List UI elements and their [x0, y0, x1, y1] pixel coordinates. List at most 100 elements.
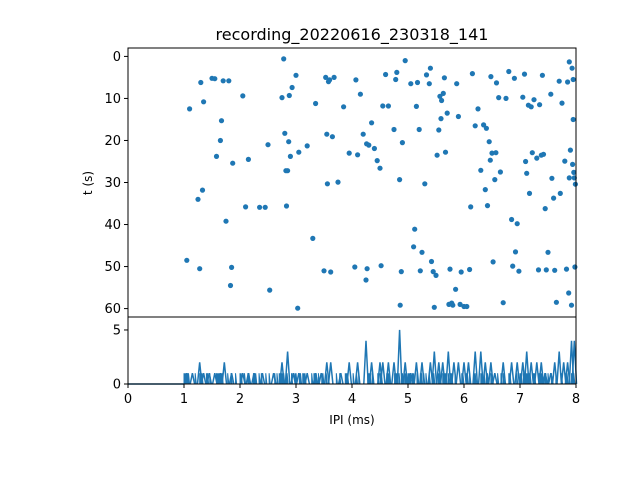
scatter-point	[455, 113, 461, 120]
scatter-point	[482, 187, 488, 193]
scatter-point	[469, 71, 475, 77]
scatter-point	[447, 266, 453, 272]
scatter-point	[488, 74, 494, 80]
scatter-point	[377, 165, 383, 171]
scatter-point	[570, 116, 576, 123]
scatter-point	[439, 97, 445, 104]
scatter-point	[433, 272, 439, 278]
scatter-point	[542, 206, 548, 212]
ipi-count-peak	[500, 362, 507, 385]
ipi-count-peak	[239, 373, 246, 385]
scatter-point	[475, 106, 481, 112]
scatter-point	[514, 221, 520, 227]
scatter-point	[230, 160, 236, 166]
scatter-point	[218, 118, 225, 124]
scatter-point	[282, 130, 288, 136]
scatter-point	[500, 300, 506, 306]
scatter-point	[570, 161, 576, 167]
scatter-point	[287, 153, 293, 159]
ipi-count-peak	[482, 362, 489, 385]
ipi-count-peak	[551, 362, 558, 385]
scatter-point	[539, 72, 546, 78]
y-axis-label-top: t (s)	[81, 171, 95, 195]
scatter-point	[227, 282, 234, 289]
scatter-point	[286, 92, 292, 99]
scatter-point	[313, 100, 319, 107]
ipi-count-peak	[323, 362, 330, 385]
scatter-point	[327, 77, 333, 83]
scatter-point	[265, 142, 271, 148]
scatter-point	[535, 267, 542, 273]
scatter-point	[506, 68, 512, 75]
scatter-point	[226, 78, 232, 84]
scatter-point	[187, 106, 193, 112]
scatter-point	[295, 305, 301, 311]
scatter-point	[220, 78, 226, 84]
ipi-count-peak	[461, 362, 467, 385]
scatter-point	[512, 249, 519, 255]
scatter-point	[529, 150, 535, 156]
scatter-point	[262, 204, 268, 210]
scatter-point	[492, 177, 498, 183]
scatter-point	[528, 104, 534, 110]
scatter-point	[293, 72, 299, 78]
scatter-point	[490, 259, 496, 265]
scatter-point	[516, 268, 522, 274]
scatter-point	[369, 120, 375, 126]
ipi-count-peak	[487, 362, 494, 385]
scatter-point	[257, 204, 263, 210]
scatter-point	[413, 103, 419, 109]
scatter-point	[380, 103, 386, 109]
scatter-point	[212, 76, 218, 82]
scatter-point	[434, 152, 440, 158]
scatter-point	[213, 153, 220, 159]
scatter-point	[184, 257, 190, 263]
scatter-point	[304, 143, 310, 149]
scatter-point	[371, 145, 377, 152]
scatter-point	[562, 158, 568, 164]
scatter-point	[240, 93, 246, 99]
scatter-point	[331, 74, 337, 80]
scatter-point	[559, 100, 565, 106]
scatter-point	[483, 125, 489, 131]
ipi-count-peak	[368, 362, 375, 385]
ipi-count-peak	[251, 373, 257, 385]
scatter-point	[511, 75, 517, 81]
ipi-count-peak	[472, 351, 479, 385]
ipi-count-peak	[189, 373, 196, 385]
scatter-point	[217, 137, 223, 144]
ipi-count-peak	[533, 362, 540, 385]
scatter-point	[399, 140, 405, 146]
scatter-point	[426, 81, 432, 87]
scatter-point	[523, 158, 529, 165]
scatter-point	[398, 269, 404, 275]
x-tick-label: 8	[572, 392, 580, 407]
scatter-point	[419, 249, 425, 255]
scatter-point	[374, 158, 380, 164]
scatter-panel: 0 10 20 30 40 50 60	[104, 47, 579, 318]
scatter-point	[357, 91, 363, 97]
x-tick-label: 5	[404, 392, 412, 407]
ipi-count-peak	[290, 373, 297, 385]
scatter-point	[397, 302, 403, 308]
ipi-count-peak	[431, 351, 438, 385]
ipi-count-peak	[211, 373, 218, 385]
ipi-count-peak	[407, 373, 414, 385]
scatter-point	[526, 190, 533, 196]
ipi-count-peak	[450, 362, 457, 385]
scatter-point	[352, 264, 358, 270]
scatter-point	[397, 177, 403, 183]
scatter-point	[457, 301, 463, 307]
y-tick-label: 0	[113, 378, 121, 393]
scatter-point	[438, 116, 444, 122]
ipi-count-peak	[354, 362, 361, 385]
scatter-point	[416, 126, 422, 133]
scatter-point	[453, 286, 459, 292]
ipi-count-peak	[245, 373, 252, 385]
scatter-point	[417, 268, 423, 274]
scatter-point	[279, 95, 285, 101]
ipi-count-peak	[196, 362, 203, 385]
ipi-count-peak	[304, 373, 311, 385]
scatter-point	[444, 110, 450, 116]
ipi-count-peak	[439, 362, 446, 385]
